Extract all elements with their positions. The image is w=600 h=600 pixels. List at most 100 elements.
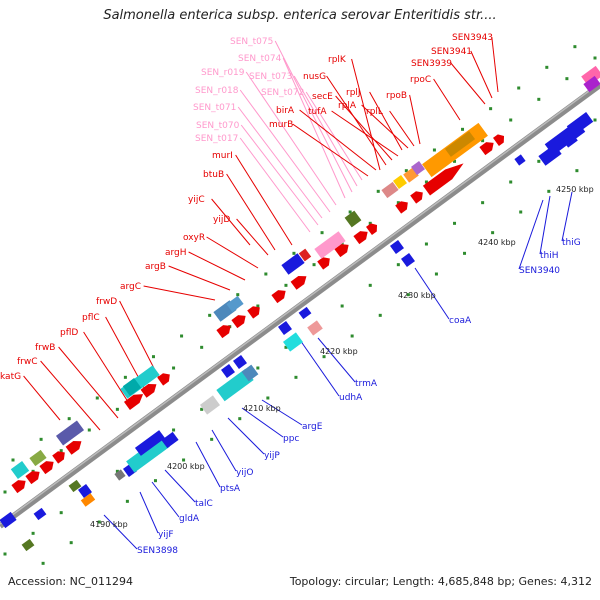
gene-block <box>233 355 247 369</box>
gene-block <box>281 253 305 275</box>
tick-mark <box>573 45 577 49</box>
tick-mark <box>11 458 15 462</box>
chromosome-backbone-highlight <box>0 82 600 525</box>
leader-line <box>274 40 353 193</box>
gene-label: birA <box>276 106 295 116</box>
gene-label: yijF <box>158 530 174 540</box>
kbp-label: 4210 kbp <box>243 404 281 413</box>
gene-block <box>80 493 96 507</box>
gene-label: udhA <box>339 393 363 403</box>
leader-line <box>369 91 403 151</box>
tick-mark <box>97 520 101 524</box>
gene-block <box>221 364 235 378</box>
gene-arrow <box>334 244 349 258</box>
tick-mark <box>368 221 372 225</box>
tick-mark <box>238 417 242 421</box>
gene-block <box>10 461 30 479</box>
tick-mark <box>172 428 176 432</box>
leader-line <box>83 331 131 406</box>
tick-mark <box>396 201 400 205</box>
gene-label: murB <box>269 120 293 130</box>
gene-label: murI <box>212 151 233 161</box>
gene-label: pflD <box>60 328 78 338</box>
gene-label: argB <box>145 262 166 272</box>
summary-text: Topology: circular; Length: 4,685,848 bp… <box>289 575 592 588</box>
gene-block <box>401 253 415 267</box>
tick-mark <box>368 283 372 287</box>
leader-line <box>539 195 551 255</box>
gene-label: oxyR <box>183 233 205 243</box>
gene-block <box>134 430 166 456</box>
backbone <box>0 82 600 529</box>
tick-mark <box>3 490 7 494</box>
gene-block <box>126 435 170 473</box>
gene-label: secE <box>312 92 333 102</box>
gene-block <box>216 368 254 402</box>
leader-line <box>299 339 340 397</box>
tick-mark <box>59 511 63 515</box>
gene-block <box>55 420 85 446</box>
tick-mark <box>432 148 436 152</box>
tick-mark <box>41 561 45 565</box>
gene-block <box>583 75 600 93</box>
gene-block <box>314 231 346 259</box>
tick-mark <box>463 251 467 255</box>
leader-line <box>518 199 544 270</box>
gene-block <box>29 449 47 467</box>
tick-mark <box>517 86 521 90</box>
leader-line <box>237 106 323 219</box>
leader-line <box>40 360 101 431</box>
tick-mark <box>350 334 354 338</box>
gene-block <box>411 161 425 175</box>
leader-line <box>227 417 265 455</box>
gene-block <box>68 479 82 493</box>
tick-mark <box>125 499 129 503</box>
tick-mark <box>340 304 344 308</box>
kbp-label: 4250 kbp <box>556 185 594 194</box>
gene-label: rpoC <box>410 75 431 85</box>
leader-line <box>292 123 369 177</box>
gene-block <box>200 395 220 415</box>
gene-block <box>120 365 160 399</box>
leader-line <box>331 110 399 157</box>
gene-block <box>298 306 312 320</box>
leader-line <box>299 109 377 171</box>
tick-mark <box>87 428 91 432</box>
gene-arrow <box>493 134 505 146</box>
gene-block <box>226 295 244 313</box>
tick-mark <box>453 159 457 163</box>
tick-mark <box>565 77 569 81</box>
gene-block <box>298 248 312 262</box>
tick-mark <box>123 375 127 379</box>
gene-arrow <box>317 257 330 270</box>
leader-line <box>239 89 331 213</box>
tick-mark <box>509 118 513 122</box>
tick-mark <box>200 345 204 349</box>
gene-arrow <box>123 394 144 410</box>
tick-mark <box>547 189 551 193</box>
gene-block <box>444 131 476 157</box>
tick-mark <box>115 407 119 411</box>
tick-mark <box>424 180 428 184</box>
leader-line <box>211 198 251 246</box>
gene-label: thiG <box>562 238 581 248</box>
gene-label: argH <box>165 248 187 258</box>
leader-line <box>151 481 180 518</box>
tick-mark <box>236 293 240 297</box>
gene-block <box>381 181 399 199</box>
tick-mark <box>406 293 410 297</box>
gene-block <box>390 240 404 254</box>
tick-mark <box>153 479 157 483</box>
tick-mark <box>348 210 352 214</box>
tick-mark <box>182 458 186 462</box>
tick-mark <box>537 97 541 101</box>
leader-line <box>240 124 319 226</box>
tick-mark <box>519 210 523 214</box>
tick-mark <box>256 366 260 370</box>
gene-label: frwD <box>96 297 117 307</box>
gene-block <box>278 321 292 335</box>
gene-label: yijO <box>236 468 253 478</box>
gene-label: ppc <box>283 434 299 444</box>
